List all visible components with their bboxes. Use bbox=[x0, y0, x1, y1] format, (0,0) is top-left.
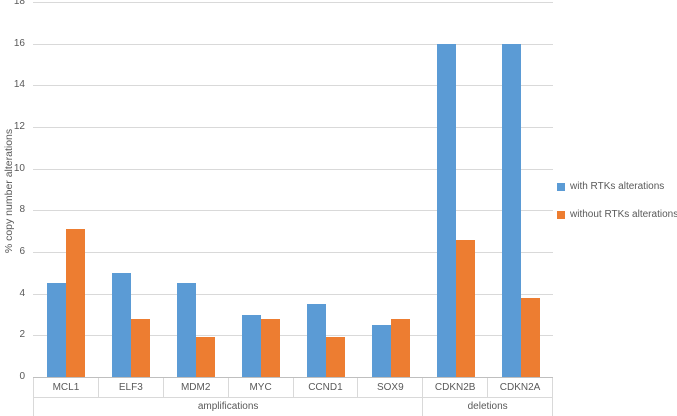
bar-cdkn2a-series-1 bbox=[520, 297, 540, 377]
category-cell-ccnd1 bbox=[293, 2, 358, 377]
y-tick-label: 6 bbox=[19, 246, 25, 257]
category-group-axis: amplifications deletions bbox=[33, 398, 553, 416]
category-cell-cdkn2a bbox=[488, 2, 553, 377]
legend-entry-0: with RTKs alterations bbox=[557, 181, 677, 192]
bar-elf3-series-0 bbox=[111, 272, 131, 377]
bar-ccnd1-series-0 bbox=[306, 304, 326, 377]
category-label-cdkn2a: CDKN2A bbox=[487, 378, 552, 397]
legend-label: without RTKs alterations bbox=[570, 209, 677, 220]
gridline bbox=[33, 252, 553, 253]
y-tick-label: 10 bbox=[13, 162, 25, 174]
legend: with RTKs alterations without RTKs altera… bbox=[557, 181, 677, 237]
gridline bbox=[33, 335, 553, 337]
bar-myc-series-1 bbox=[260, 318, 280, 377]
y-tick-label: 16 bbox=[13, 37, 25, 49]
legend-label: with RTKs alterations bbox=[570, 181, 665, 192]
category-label-mdm2: MDM2 bbox=[162, 378, 228, 397]
category-label-elf3: ELF3 bbox=[97, 378, 163, 397]
bar-cdkn2b-series-0 bbox=[436, 43, 456, 377]
category-cell-elf3 bbox=[98, 2, 163, 377]
y-tick-label: 18 bbox=[13, 0, 25, 7]
legend-entry-1: without RTKs alterations bbox=[557, 209, 677, 220]
y-tick-label: 4 bbox=[19, 287, 25, 299]
category-label-mcl1: MCL1 bbox=[33, 378, 98, 397]
bar-mcl1-series-1 bbox=[65, 229, 85, 377]
category-axis: MCL1 ELF3 MDM2 MYC CCND1 SOX9 CDKN2B CDKN2A bbox=[33, 378, 553, 398]
gridline bbox=[33, 210, 553, 212]
bar-cdkn2a-series-0 bbox=[501, 43, 521, 377]
bar-cdkn2b-series-1 bbox=[455, 239, 475, 377]
y-tick-label: 8 bbox=[19, 204, 25, 216]
y-tick-label: 0 bbox=[19, 371, 25, 382]
gridline bbox=[33, 85, 553, 87]
category-cell-sox9 bbox=[358, 2, 423, 377]
bar-ccnd1-series-1 bbox=[325, 337, 345, 377]
gridline bbox=[33, 127, 553, 128]
bar-mdm2-series-0 bbox=[176, 283, 196, 377]
gridline bbox=[33, 2, 553, 3]
y-tick-label: 12 bbox=[13, 121, 25, 132]
bar-mcl1-series-0 bbox=[46, 283, 66, 377]
category-cell-mdm2 bbox=[163, 2, 228, 377]
gridline bbox=[33, 168, 553, 170]
category-label-myc: MYC bbox=[227, 378, 293, 397]
gridline bbox=[33, 43, 553, 45]
plot-area bbox=[33, 2, 553, 378]
category-label-sox9: SOX9 bbox=[357, 378, 422, 397]
bar-sox9-series-0 bbox=[371, 324, 391, 377]
gridline bbox=[33, 293, 553, 295]
category-cell-mcl1 bbox=[33, 2, 98, 377]
category-label-cdkn2b: CDKN2B bbox=[422, 378, 487, 397]
bar-elf3-series-1 bbox=[130, 318, 150, 377]
category-cell-cdkn2b bbox=[423, 2, 488, 377]
legend-swatch-icon bbox=[557, 210, 565, 219]
category-group-label-deletions: deletions bbox=[422, 398, 552, 416]
bar-myc-series-0 bbox=[241, 314, 261, 377]
category-cell-myc bbox=[228, 2, 293, 377]
y-tick-label: 2 bbox=[19, 329, 25, 341]
category-group-label-amplifications: amplifications bbox=[33, 398, 422, 416]
bar-mdm2-series-1 bbox=[195, 337, 215, 377]
y-axis-title: % copy number alterations bbox=[3, 128, 15, 254]
bar-sox9-series-1 bbox=[390, 318, 410, 377]
category-label-ccnd1: CCND1 bbox=[292, 378, 358, 397]
legend-swatch-icon bbox=[557, 182, 565, 191]
y-tick-label: 14 bbox=[13, 79, 25, 91]
